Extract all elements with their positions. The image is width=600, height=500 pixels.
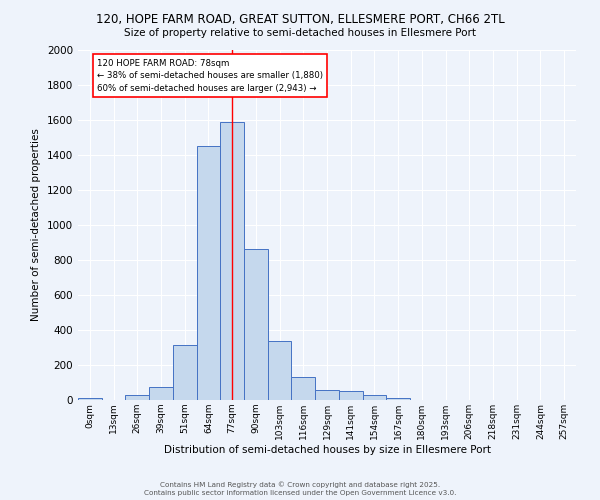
X-axis label: Distribution of semi-detached houses by size in Ellesmere Port: Distribution of semi-detached houses by … [163, 444, 491, 454]
Y-axis label: Number of semi-detached properties: Number of semi-detached properties [31, 128, 41, 322]
Text: 120 HOPE FARM ROAD: 78sqm
← 38% of semi-detached houses are smaller (1,880)
60% : 120 HOPE FARM ROAD: 78sqm ← 38% of semi-… [97, 58, 323, 93]
Bar [315, 390, 339, 400]
Text: Contains HM Land Registry data © Crown copyright and database right 2025.: Contains HM Land Registry data © Crown c… [160, 481, 440, 488]
Bar [78, 398, 102, 400]
Bar [197, 146, 220, 400]
Text: Size of property relative to semi-detached houses in Ellesmere Port: Size of property relative to semi-detach… [124, 28, 476, 38]
Bar [149, 387, 173, 400]
Bar [386, 398, 410, 400]
Text: Contains public sector information licensed under the Open Government Licence v3: Contains public sector information licen… [144, 490, 456, 496]
Bar [220, 122, 244, 400]
Bar [173, 345, 197, 400]
Bar [362, 395, 386, 400]
Bar [292, 377, 315, 400]
Bar [339, 391, 362, 400]
Bar [244, 248, 268, 400]
Bar [268, 342, 292, 400]
Bar [125, 395, 149, 400]
Text: 120, HOPE FARM ROAD, GREAT SUTTON, ELLESMERE PORT, CH66 2TL: 120, HOPE FARM ROAD, GREAT SUTTON, ELLES… [95, 12, 505, 26]
